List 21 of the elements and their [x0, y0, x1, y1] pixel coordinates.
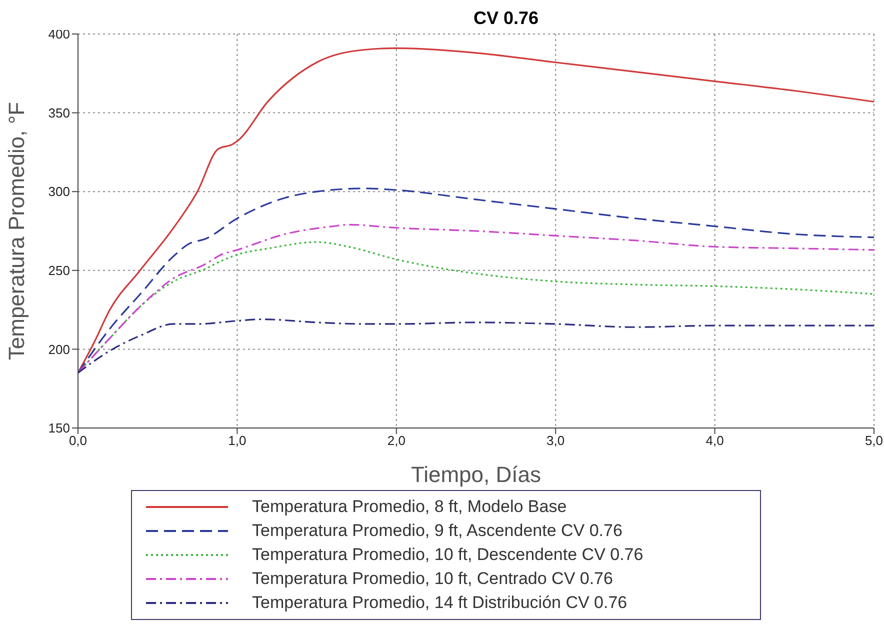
- legend-label: Temperatura Promedio, 10 ft, Centrado CV 0.76: [252, 569, 613, 589]
- x-tick-label: 2,0: [387, 433, 406, 448]
- legend-label: Temperatura Promedio, 10 ft, Descendente CV 0.76: [252, 545, 644, 565]
- legend-label: Temperatura Promedio, 8 ft, Modelo Base: [252, 497, 567, 517]
- chart-title: CV 0.76: [473, 8, 539, 28]
- y-tick-label: 250: [48, 263, 70, 278]
- legend-label: Temperatura Promedio, 14 ft Distribución CV 0.76: [252, 593, 628, 613]
- y-tick-label: 200: [48, 342, 70, 357]
- line-series: [78, 318, 874, 374]
- x-tick-label: 3,0: [546, 433, 565, 448]
- y-tick-label: 300: [48, 184, 70, 200]
- x-tick-label: 1,0: [228, 433, 246, 448]
- x-tick-label: 0,0: [68, 433, 88, 448]
- legend-label: Temperatura Promedio, 9 ft, Ascendente CV 0.76: [252, 521, 622, 541]
- line-series: [78, 188, 874, 374]
- x-tick-label: 5,0: [864, 433, 884, 448]
- x-tick-label: 4,0: [706, 433, 724, 448]
- x-axis-title: Tiempo, Días: [410, 462, 542, 487]
- y-tick-label: 150: [48, 420, 70, 436]
- y-tick-label: 350: [48, 105, 70, 120]
- y-axis-title: Temperatura Promedio, °F: [4, 102, 29, 360]
